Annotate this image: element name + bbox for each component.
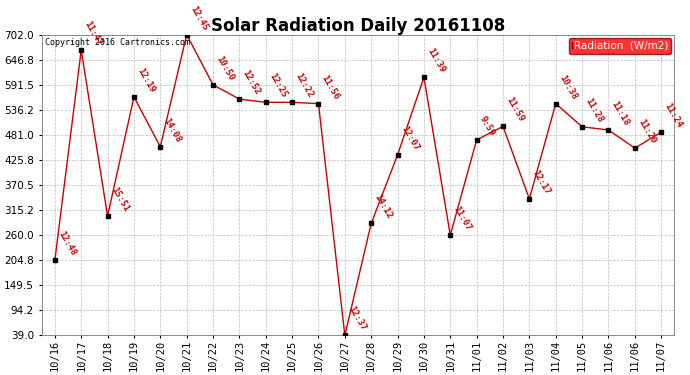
Text: Copyright 2016 Cartronics.com: Copyright 2016 Cartronics.com [45,38,190,47]
Text: 11:56: 11:56 [320,73,341,101]
Text: 11:59: 11:59 [504,96,526,123]
Text: 11:20: 11:20 [636,117,658,146]
Text: 11:24: 11:24 [662,102,684,129]
Text: 12:17: 12:17 [531,168,552,196]
Title: Solar Radiation Daily 20161108: Solar Radiation Daily 20161108 [211,16,505,34]
Text: 12:48: 12:48 [57,230,77,258]
Text: 15:51: 15:51 [109,186,130,213]
Text: 12:19: 12:19 [135,66,157,94]
Text: 11:47: 11:47 [83,20,104,47]
Text: 11:18: 11:18 [610,99,631,127]
Text: 11:07: 11:07 [452,205,473,232]
Text: 10:38: 10:38 [557,73,578,101]
Text: 12:52: 12:52 [241,69,262,96]
Text: 11:39: 11:39 [425,47,446,75]
Text: 14:08: 14:08 [161,116,183,144]
Text: 12:45: 12:45 [188,4,209,32]
Text: 12:37: 12:37 [346,305,368,333]
Text: 10:50: 10:50 [215,54,236,82]
Text: 12:25: 12:25 [267,72,288,99]
Text: 12:07: 12:07 [399,124,420,152]
Text: 12:22: 12:22 [293,72,315,99]
Text: 11:28: 11:28 [584,96,604,124]
Text: 14:12: 14:12 [373,193,394,220]
Text: 9:59: 9:59 [478,114,497,137]
Legend: Radiation  (W/m2): Radiation (W/m2) [569,38,671,54]
